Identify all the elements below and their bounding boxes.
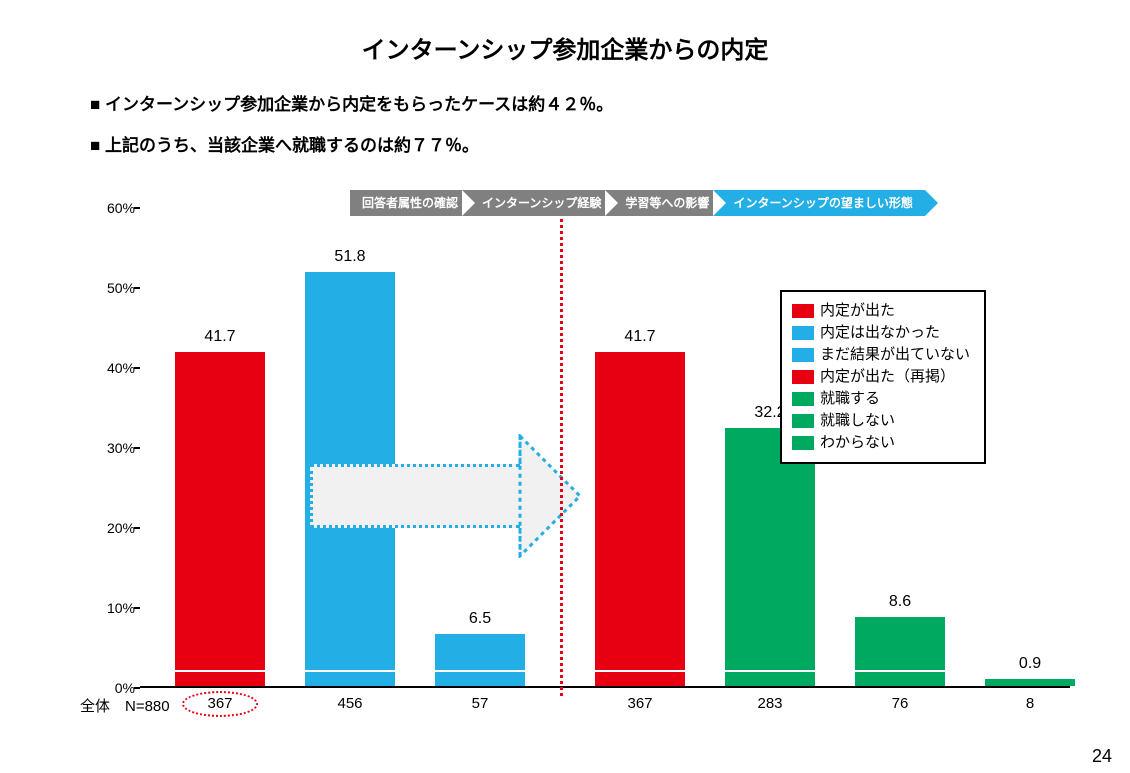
breadcrumb-item: インターンシップ経験 [462,190,613,216]
bar-chart: 回答者属性の確認インターンシップ経験学習等への影響インターンシップの望ましい形態… [80,190,1080,720]
y-tick-label: 0% [90,680,135,696]
divider-line [560,208,563,696]
legend-item: 内定が出た [792,300,970,322]
legend-label: 内定が出た [820,300,895,322]
y-tick-label: 30% [90,440,135,456]
legend-item: 内定が出た（再掲） [792,366,970,388]
legend-swatch [792,370,814,384]
bullet-item: ■ インターンシップ参加企業から内定をもらったケースは約４２％。 [90,90,1130,115]
breadcrumb: 回答者属性の確認インターンシップ経験学習等への影響インターンシップの望ましい形態 [350,190,925,216]
legend-swatch [792,414,814,428]
y-tick-label: 50% [90,280,135,296]
legend-label: 就職しない [820,410,895,432]
legend-swatch [792,348,814,362]
x-category-label: 456 [310,695,390,712]
breadcrumb-item: 学習等への影響 [605,190,721,216]
x-category-label: 8 [990,695,1070,712]
legend: 内定が出た内定は出なかったまだ結果が出ていない内定が出た（再掲）就職する就職しな… [780,290,986,464]
legend-item: 内定は出なかった [792,322,970,344]
y-tick-label: 60% [90,200,135,216]
legend-label: 内定は出なかった [820,322,940,344]
legend-label: 内定が出た（再掲） [820,366,955,388]
legend-swatch [792,326,814,340]
x-category-label: 76 [860,695,940,712]
legend-swatch [792,436,814,450]
x-category-label: 57 [440,695,520,712]
highlight-ellipse [182,691,258,717]
legend-item: 就職しない [792,410,970,432]
bullet-item: ■ 上記のうち、当該企業へ就職するのは約７７％。 [90,131,1130,156]
legend-swatch [792,304,814,318]
page-number: 24 [1092,746,1112,767]
y-tick-label: 20% [90,520,135,536]
legend-label: まだ結果が出ていない [820,344,970,366]
x-category-label: 367 [600,695,680,712]
breadcrumb-item: 回答者属性の確認 [350,190,470,216]
y-tick-label: 40% [90,360,135,376]
xaxis-left-label: 全体 N=880 [80,695,170,716]
legend-item: 就職する [792,388,970,410]
bullet-list: ■ インターンシップ参加企業から内定をもらったケースは約４２％。 ■ 上記のうち… [90,90,1130,156]
legend-item: わからない [792,432,970,454]
legend-item: まだ結果が出ていない [792,344,970,366]
legend-swatch [792,392,814,406]
legend-label: わからない [820,432,895,454]
breadcrumb-item: インターンシップの望ましい形態 [713,190,924,216]
page-title: インターンシップ参加企業からの内定 [0,0,1130,65]
y-tick-label: 10% [90,600,135,616]
legend-label: 就職する [820,388,880,410]
x-category-label: 283 [730,695,810,712]
